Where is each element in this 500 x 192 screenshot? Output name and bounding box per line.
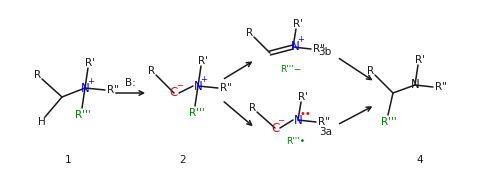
Text: N: N bbox=[290, 41, 300, 54]
Text: R: R bbox=[250, 103, 256, 113]
Text: R': R' bbox=[198, 56, 208, 66]
Text: N: N bbox=[80, 81, 90, 94]
Text: R': R' bbox=[415, 55, 425, 65]
Text: +: + bbox=[200, 74, 207, 84]
Text: R": R" bbox=[435, 82, 447, 92]
Text: R: R bbox=[368, 66, 374, 76]
Text: 4: 4 bbox=[416, 155, 424, 165]
Text: R': R' bbox=[298, 92, 308, 102]
Text: N: N bbox=[294, 113, 302, 127]
Text: B:: B: bbox=[124, 78, 136, 88]
Text: H: H bbox=[38, 117, 46, 127]
Text: R": R" bbox=[107, 85, 119, 95]
Text: C: C bbox=[271, 122, 279, 135]
Text: C: C bbox=[170, 87, 178, 99]
Text: +: + bbox=[88, 78, 94, 87]
Text: R''': R''' bbox=[189, 108, 205, 118]
Text: R'''−: R'''− bbox=[280, 65, 301, 74]
Text: N: N bbox=[194, 79, 202, 93]
Text: R': R' bbox=[293, 19, 303, 29]
Text: N: N bbox=[410, 79, 420, 92]
Text: −: − bbox=[176, 81, 184, 90]
Text: R": R" bbox=[318, 117, 330, 127]
Text: 3b: 3b bbox=[318, 47, 332, 57]
Text: R'''•: R'''• bbox=[286, 137, 306, 146]
Text: R': R' bbox=[85, 58, 95, 68]
Text: 1: 1 bbox=[64, 155, 71, 165]
Text: R: R bbox=[246, 28, 254, 38]
Text: 3a: 3a bbox=[320, 127, 332, 137]
Text: ••: •• bbox=[299, 109, 311, 119]
Text: R": R" bbox=[220, 83, 232, 93]
Text: R''': R''' bbox=[381, 117, 397, 127]
Text: R: R bbox=[148, 66, 156, 76]
Text: 2: 2 bbox=[180, 155, 186, 165]
Text: R: R bbox=[34, 70, 42, 80]
Text: +: + bbox=[298, 36, 304, 45]
Text: R''': R''' bbox=[75, 110, 91, 120]
Text: R": R" bbox=[313, 44, 325, 54]
Text: −: − bbox=[278, 117, 284, 126]
